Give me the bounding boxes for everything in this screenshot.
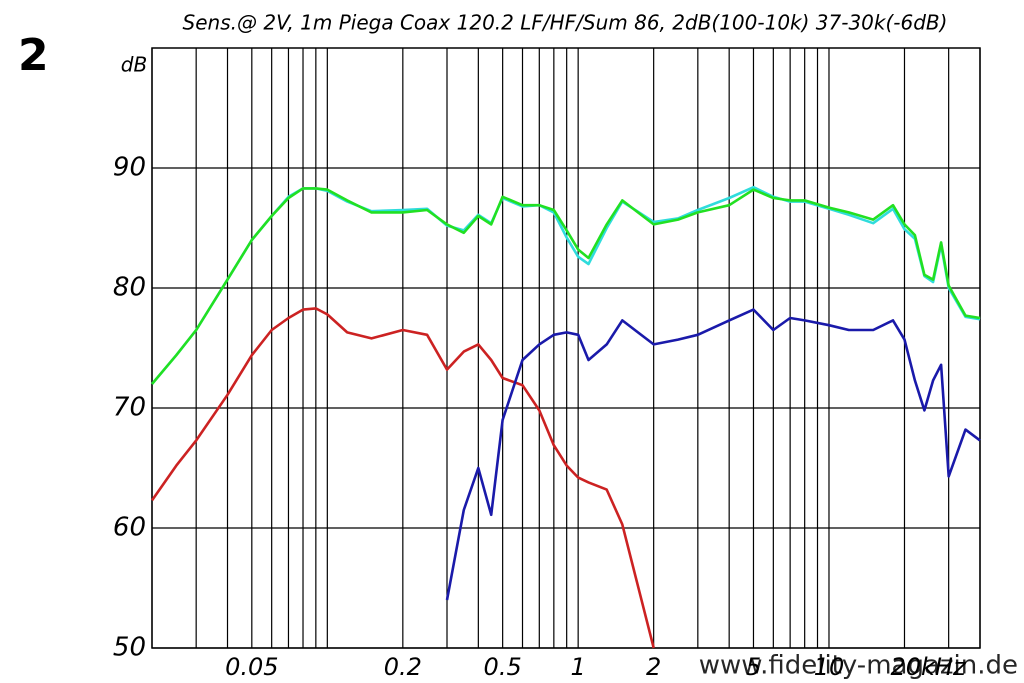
x-tick-label: 2 (646, 653, 661, 681)
x-tick-label: 10 (814, 653, 845, 681)
y-tick-label: 50 (113, 633, 146, 663)
series-line (151, 185, 981, 385)
y-tick-label: 60 (113, 513, 146, 543)
y-tick-label: 70 (113, 393, 146, 423)
x-tick-label: 0.05 (225, 653, 278, 681)
watermark: www.fidelity-magazin.de (699, 651, 1018, 681)
chart-title: Sens.@ 2V, 1m Piega Coax 120.2 LF/HF/Sum… (183, 11, 948, 35)
x-tick-label: 20kHz (890, 653, 966, 681)
x-tick-label: 0.5 (484, 653, 522, 681)
plot-area (151, 47, 981, 649)
y-tick-label: 80 (113, 273, 146, 303)
x-tick-label: 5 (746, 653, 761, 681)
series-line (445, 308, 981, 601)
y-axis-label: dB (121, 53, 147, 77)
series-line (151, 187, 981, 385)
series-line (150, 307, 655, 649)
figure-number: 2 (18, 30, 49, 81)
x-tick-label: 0.2 (384, 653, 422, 681)
y-tick-label: 90 (113, 153, 146, 183)
x-tick-label: 1 (571, 653, 586, 681)
